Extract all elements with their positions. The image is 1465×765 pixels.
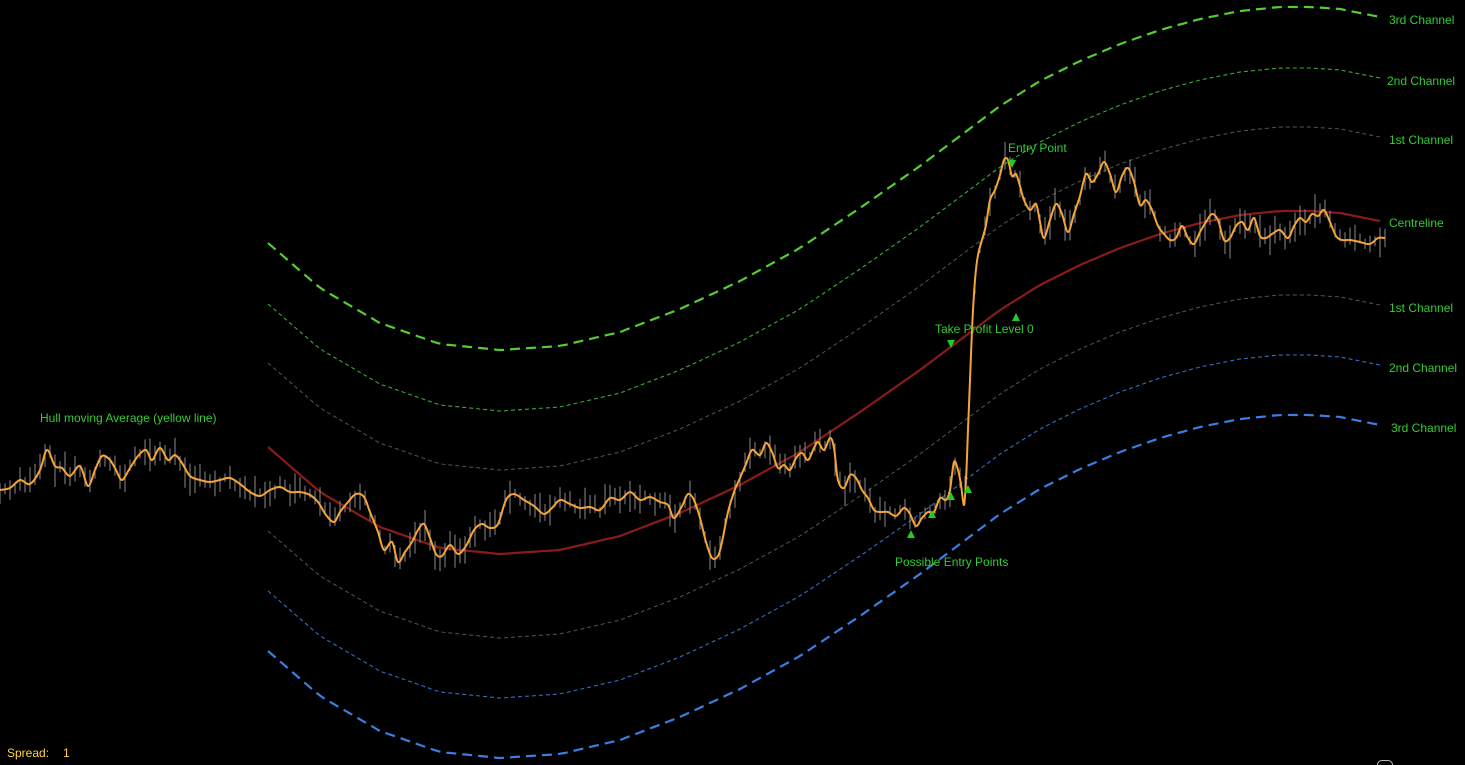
label-entry-point: Entry Point bbox=[1008, 141, 1067, 155]
spread-label: Spread: bbox=[7, 746, 50, 760]
label-take-profit: Take Profit Level 0 bbox=[935, 322, 1034, 336]
channel-lines bbox=[267, 5, 1381, 760]
signal-markers bbox=[907, 160, 1020, 538]
label-possible-entry-points: Possible Entry Points bbox=[895, 555, 1008, 569]
label-centreline: Centreline bbox=[1389, 216, 1444, 230]
hull-moving-average-line bbox=[0, 157, 1386, 564]
chart-labels: 3rd Channel 2nd Channel 1st Channel Cent… bbox=[40, 13, 1457, 569]
label-1st-channel-upper: 1st Channel bbox=[1389, 133, 1453, 147]
channel-line-1 bbox=[267, 67, 1381, 412]
spread-value: 1 bbox=[63, 746, 70, 760]
channel-line-4 bbox=[267, 294, 1381, 639]
buy-arrow-icon bbox=[907, 530, 915, 538]
buy-arrow-icon bbox=[1012, 313, 1020, 321]
sell-arrow-icon bbox=[1008, 160, 1016, 168]
channel-line-0 bbox=[267, 5, 1381, 352]
channel-line-2 bbox=[267, 126, 1381, 471]
buy-arrow-icon bbox=[947, 492, 955, 500]
scroll-handle-icon[interactable] bbox=[1377, 760, 1393, 765]
spread-readout: Spread: 1 bbox=[7, 746, 70, 760]
label-1st-channel-lower: 1st Channel bbox=[1389, 301, 1453, 315]
label-3rd-channel-upper: 3rd Channel bbox=[1389, 13, 1454, 27]
buy-arrow-icon bbox=[964, 485, 972, 493]
label-hull-moving-average: Hull moving Average (yellow line) bbox=[40, 411, 217, 425]
buy-arrow-icon bbox=[928, 510, 936, 518]
label-3rd-channel-lower: 3rd Channel bbox=[1391, 421, 1456, 435]
channel-line-6 bbox=[267, 413, 1381, 760]
channel-line-5 bbox=[267, 354, 1381, 699]
label-2nd-channel-upper: 2nd Channel bbox=[1387, 74, 1455, 88]
label-2nd-channel-lower: 2nd Channel bbox=[1389, 361, 1457, 375]
channel-line-3 bbox=[267, 209, 1381, 556]
sell-arrow-icon bbox=[947, 340, 955, 348]
